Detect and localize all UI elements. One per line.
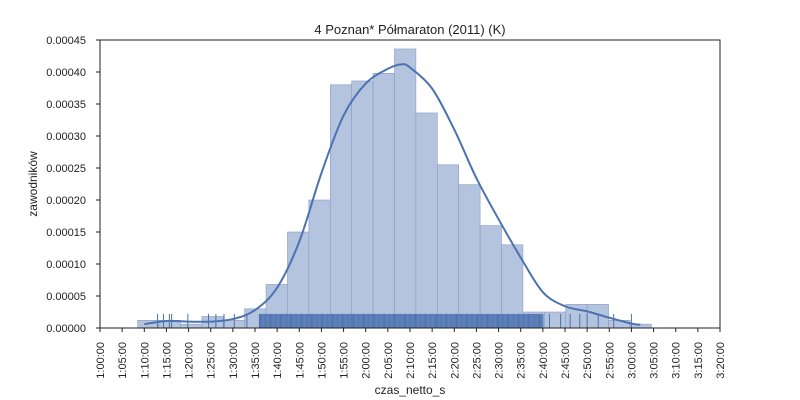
x-tick-label: 2:10:00 bbox=[405, 342, 417, 379]
y-tick-label: 0.00040 bbox=[46, 67, 86, 79]
x-tick-label: 1:10:00 bbox=[139, 342, 151, 379]
x-tick-label: 2:00:00 bbox=[361, 342, 373, 379]
x-tick-label: 3:10:00 bbox=[671, 342, 683, 379]
y-tick-label: 0.00015 bbox=[46, 227, 86, 239]
x-tick-label: 2:50:00 bbox=[582, 342, 594, 379]
histogram-bar bbox=[180, 323, 203, 329]
y-tick-label: 0.00035 bbox=[46, 99, 86, 111]
x-tick-label: 1:15:00 bbox=[161, 342, 173, 379]
x-tick-label: 2:25:00 bbox=[471, 342, 483, 379]
x-tick-label: 1:05:00 bbox=[117, 342, 129, 379]
y-tick-label: 0.00025 bbox=[46, 163, 86, 175]
histogram-bar bbox=[544, 311, 567, 329]
y-tick-label: 0.00000 bbox=[46, 323, 86, 335]
x-tick-label: 1:25:00 bbox=[206, 342, 218, 379]
kde-curve bbox=[144, 63, 641, 326]
y-axis-label: zawodników bbox=[26, 151, 40, 217]
x-tick-label: 3:05:00 bbox=[649, 342, 661, 379]
x-tick-label: 1:30:00 bbox=[228, 342, 240, 379]
histogram-bar bbox=[351, 80, 374, 329]
x-axis: 1:00:00 1:05:00 1:10:00 1:15:00 1:20:00 1:25:… bbox=[95, 328, 727, 379]
histogram-bars bbox=[137, 48, 652, 329]
y-tick-label: 0.00030 bbox=[46, 131, 86, 143]
x-tick-label: 2:30:00 bbox=[494, 342, 506, 379]
x-tick-label: 2:45:00 bbox=[560, 342, 572, 379]
histogram-bar bbox=[479, 225, 502, 329]
x-tick-label: 3:15:00 bbox=[693, 342, 705, 379]
histogram-bar bbox=[458, 184, 481, 329]
x-tick-label: 2:55:00 bbox=[604, 342, 616, 379]
x-tick-label: 1:35:00 bbox=[250, 342, 262, 379]
x-tick-label: 1:55:00 bbox=[339, 342, 351, 379]
rug-marks bbox=[157, 313, 632, 328]
x-tick-label: 2:40:00 bbox=[538, 342, 550, 379]
x-tick-label: 2:35:00 bbox=[516, 342, 528, 379]
x-tick-label: 3:00:00 bbox=[626, 342, 638, 379]
histogram-bar bbox=[308, 199, 331, 329]
y-tick-label: 0.00010 bbox=[46, 259, 86, 271]
x-tick-label: 3:20:00 bbox=[715, 342, 727, 379]
y-tick-label: 0.00005 bbox=[46, 291, 86, 303]
x-tick-label: 1:45:00 bbox=[294, 342, 306, 379]
histogram-bar bbox=[372, 72, 395, 329]
x-tick-label: 2:15:00 bbox=[427, 342, 439, 379]
y-axis: 0.00000 0.00005 0.00010 0.00015 0.00020 0.000… bbox=[46, 35, 100, 335]
y-tick-label: 0.00020 bbox=[46, 195, 86, 207]
histogram-bar bbox=[394, 48, 417, 329]
x-tick-label: 1:20:00 bbox=[184, 342, 196, 379]
x-tick-label: 2:20:00 bbox=[449, 342, 461, 379]
x-tick-label: 1:40:00 bbox=[272, 342, 284, 379]
x-tick-label: 1:00:00 bbox=[95, 342, 107, 379]
chart-title: 4 Poznan* Półmaraton (2011) (K) bbox=[314, 22, 505, 37]
x-tick-label: 1:50:00 bbox=[316, 342, 328, 379]
x-tick-label: 2:05:00 bbox=[383, 342, 395, 379]
histogram-bar bbox=[415, 112, 438, 329]
histogram-bar bbox=[437, 164, 460, 329]
x-axis-label: czas_netto_s bbox=[375, 383, 446, 397]
y-tick-label: 0.00045 bbox=[46, 35, 86, 47]
